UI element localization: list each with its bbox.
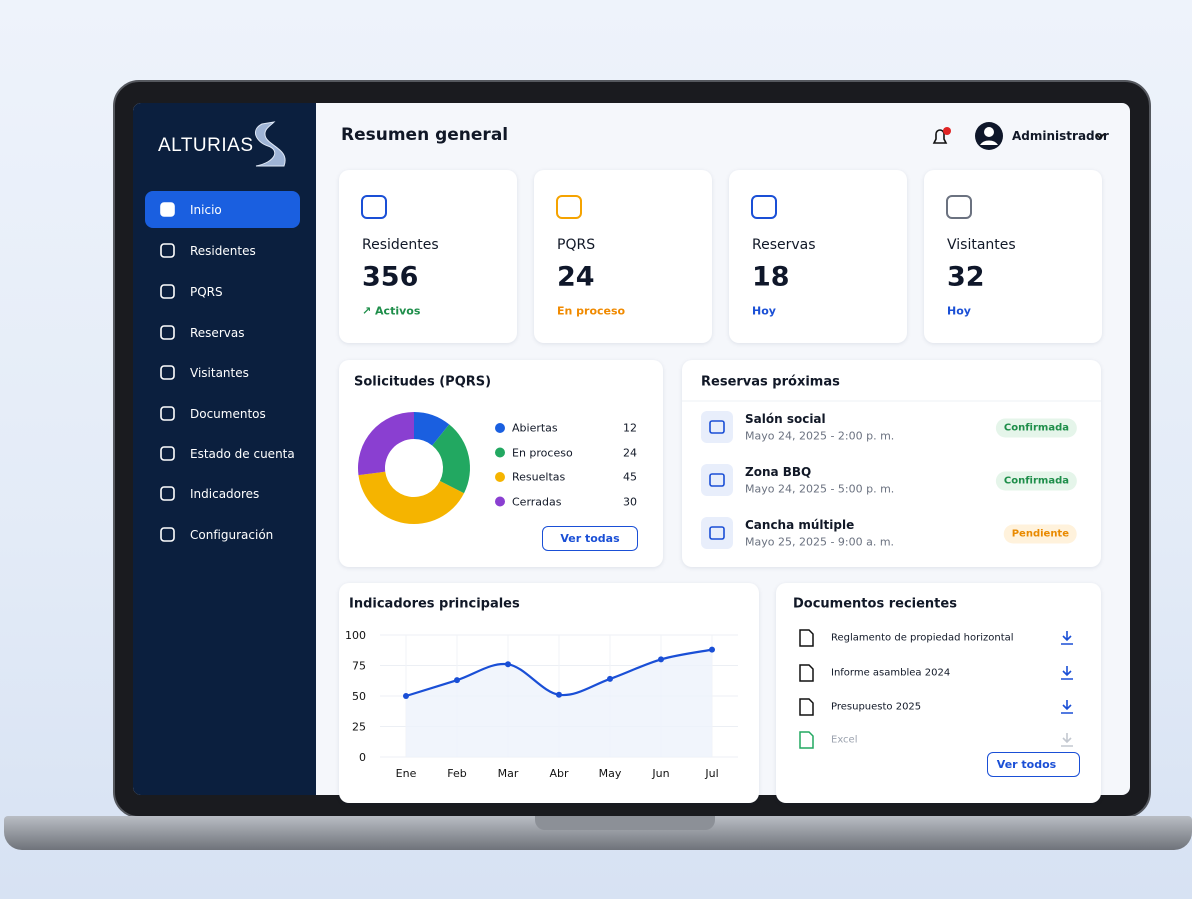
stat-note: En proceso [557, 304, 626, 318]
chart-title: Indicadores principales [349, 596, 520, 612]
document-name: Informe asamblea 2024 [831, 667, 951, 679]
sidebar-item[interactable]: Indicadores [190, 487, 260, 501]
reservation-name: Zona BBQ [745, 465, 812, 479]
legend-value: 30 [623, 495, 637, 508]
legend-label: Abiertas [512, 421, 558, 435]
laptop-notch [535, 816, 715, 830]
sidebar-item[interactable]: Configuración [190, 528, 274, 542]
sidebar-item[interactable]: Estado de cuenta [190, 447, 295, 461]
reservation-date: Mayo 24, 2025 - 5:00 p. m. [745, 482, 895, 496]
stat-label: PQRS [557, 237, 596, 253]
document-name: Reglamento de propiedad horizontal [831, 632, 1014, 644]
legend-value: 24 [623, 446, 637, 459]
card-title: Documentos recientes [793, 596, 957, 612]
page-title: Resumen general [341, 125, 509, 145]
legend-label: Resueltas [512, 470, 566, 484]
indicators-card [339, 583, 759, 803]
chart-title: Solicitudes (PQRS) [354, 374, 492, 390]
document-name: Presupuesto 2025 [831, 701, 922, 713]
reservation-name: Cancha múltiple [745, 518, 855, 532]
stat-note: ↗ Activos [362, 304, 421, 318]
stat-label: Visitantes [947, 237, 1016, 253]
status-pill: Confirmada [995, 418, 1077, 438]
card-title: Reservas próximas [701, 374, 840, 390]
legend-label: En proceso [512, 446, 573, 459]
status-pill: Confirmada [995, 471, 1077, 491]
reservation-name: Salón social [745, 412, 826, 426]
legend-value: 45 [623, 470, 637, 484]
status-pill: Pendiente [1003, 524, 1077, 544]
stat-value: 18 [752, 261, 790, 293]
sidebar-active[interactable] [145, 191, 300, 228]
stat-note: Hoy [752, 304, 776, 318]
brand-name: ALTURIAS [158, 135, 254, 156]
legend-value: 12 [623, 421, 637, 435]
sidebar-item[interactable]: Residentes [190, 244, 256, 258]
button-label: Ver todas [560, 532, 620, 545]
stat-label: Reservas [752, 237, 816, 253]
stat-value: 356 [362, 261, 419, 293]
reservation-date: Mayo 24, 2025 - 2:00 p. m. [745, 429, 895, 443]
stat-label: Residentes [362, 237, 439, 253]
stat-note: Hoy [947, 304, 971, 318]
ver-todas-button[interactable]: Ver todas [542, 526, 638, 551]
sidebar-item[interactable]: PQRS [190, 285, 223, 299]
stat-value: 24 [557, 261, 595, 293]
sidebar-item[interactable]: Reservas [190, 326, 245, 340]
user-name[interactable]: Administrador [1012, 129, 1109, 143]
sidebar-item[interactable]: Inicio [190, 203, 222, 217]
sidebar-item[interactable]: Documentos [190, 407, 266, 421]
stat-value: 32 [947, 261, 985, 293]
legend-label: Cerradas [512, 495, 562, 508]
reservation-date: Mayo 25, 2025 - 9:00 a. m. [745, 535, 895, 549]
button-label: Ver todos [996, 758, 1057, 771]
document-name: Excel [831, 734, 858, 746]
sidebar-item[interactable]: Visitantes [190, 366, 249, 380]
ver-todos-button[interactable]: Ver todos [987, 752, 1080, 777]
